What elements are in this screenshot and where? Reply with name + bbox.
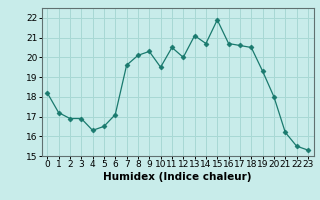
X-axis label: Humidex (Indice chaleur): Humidex (Indice chaleur) — [103, 172, 252, 182]
